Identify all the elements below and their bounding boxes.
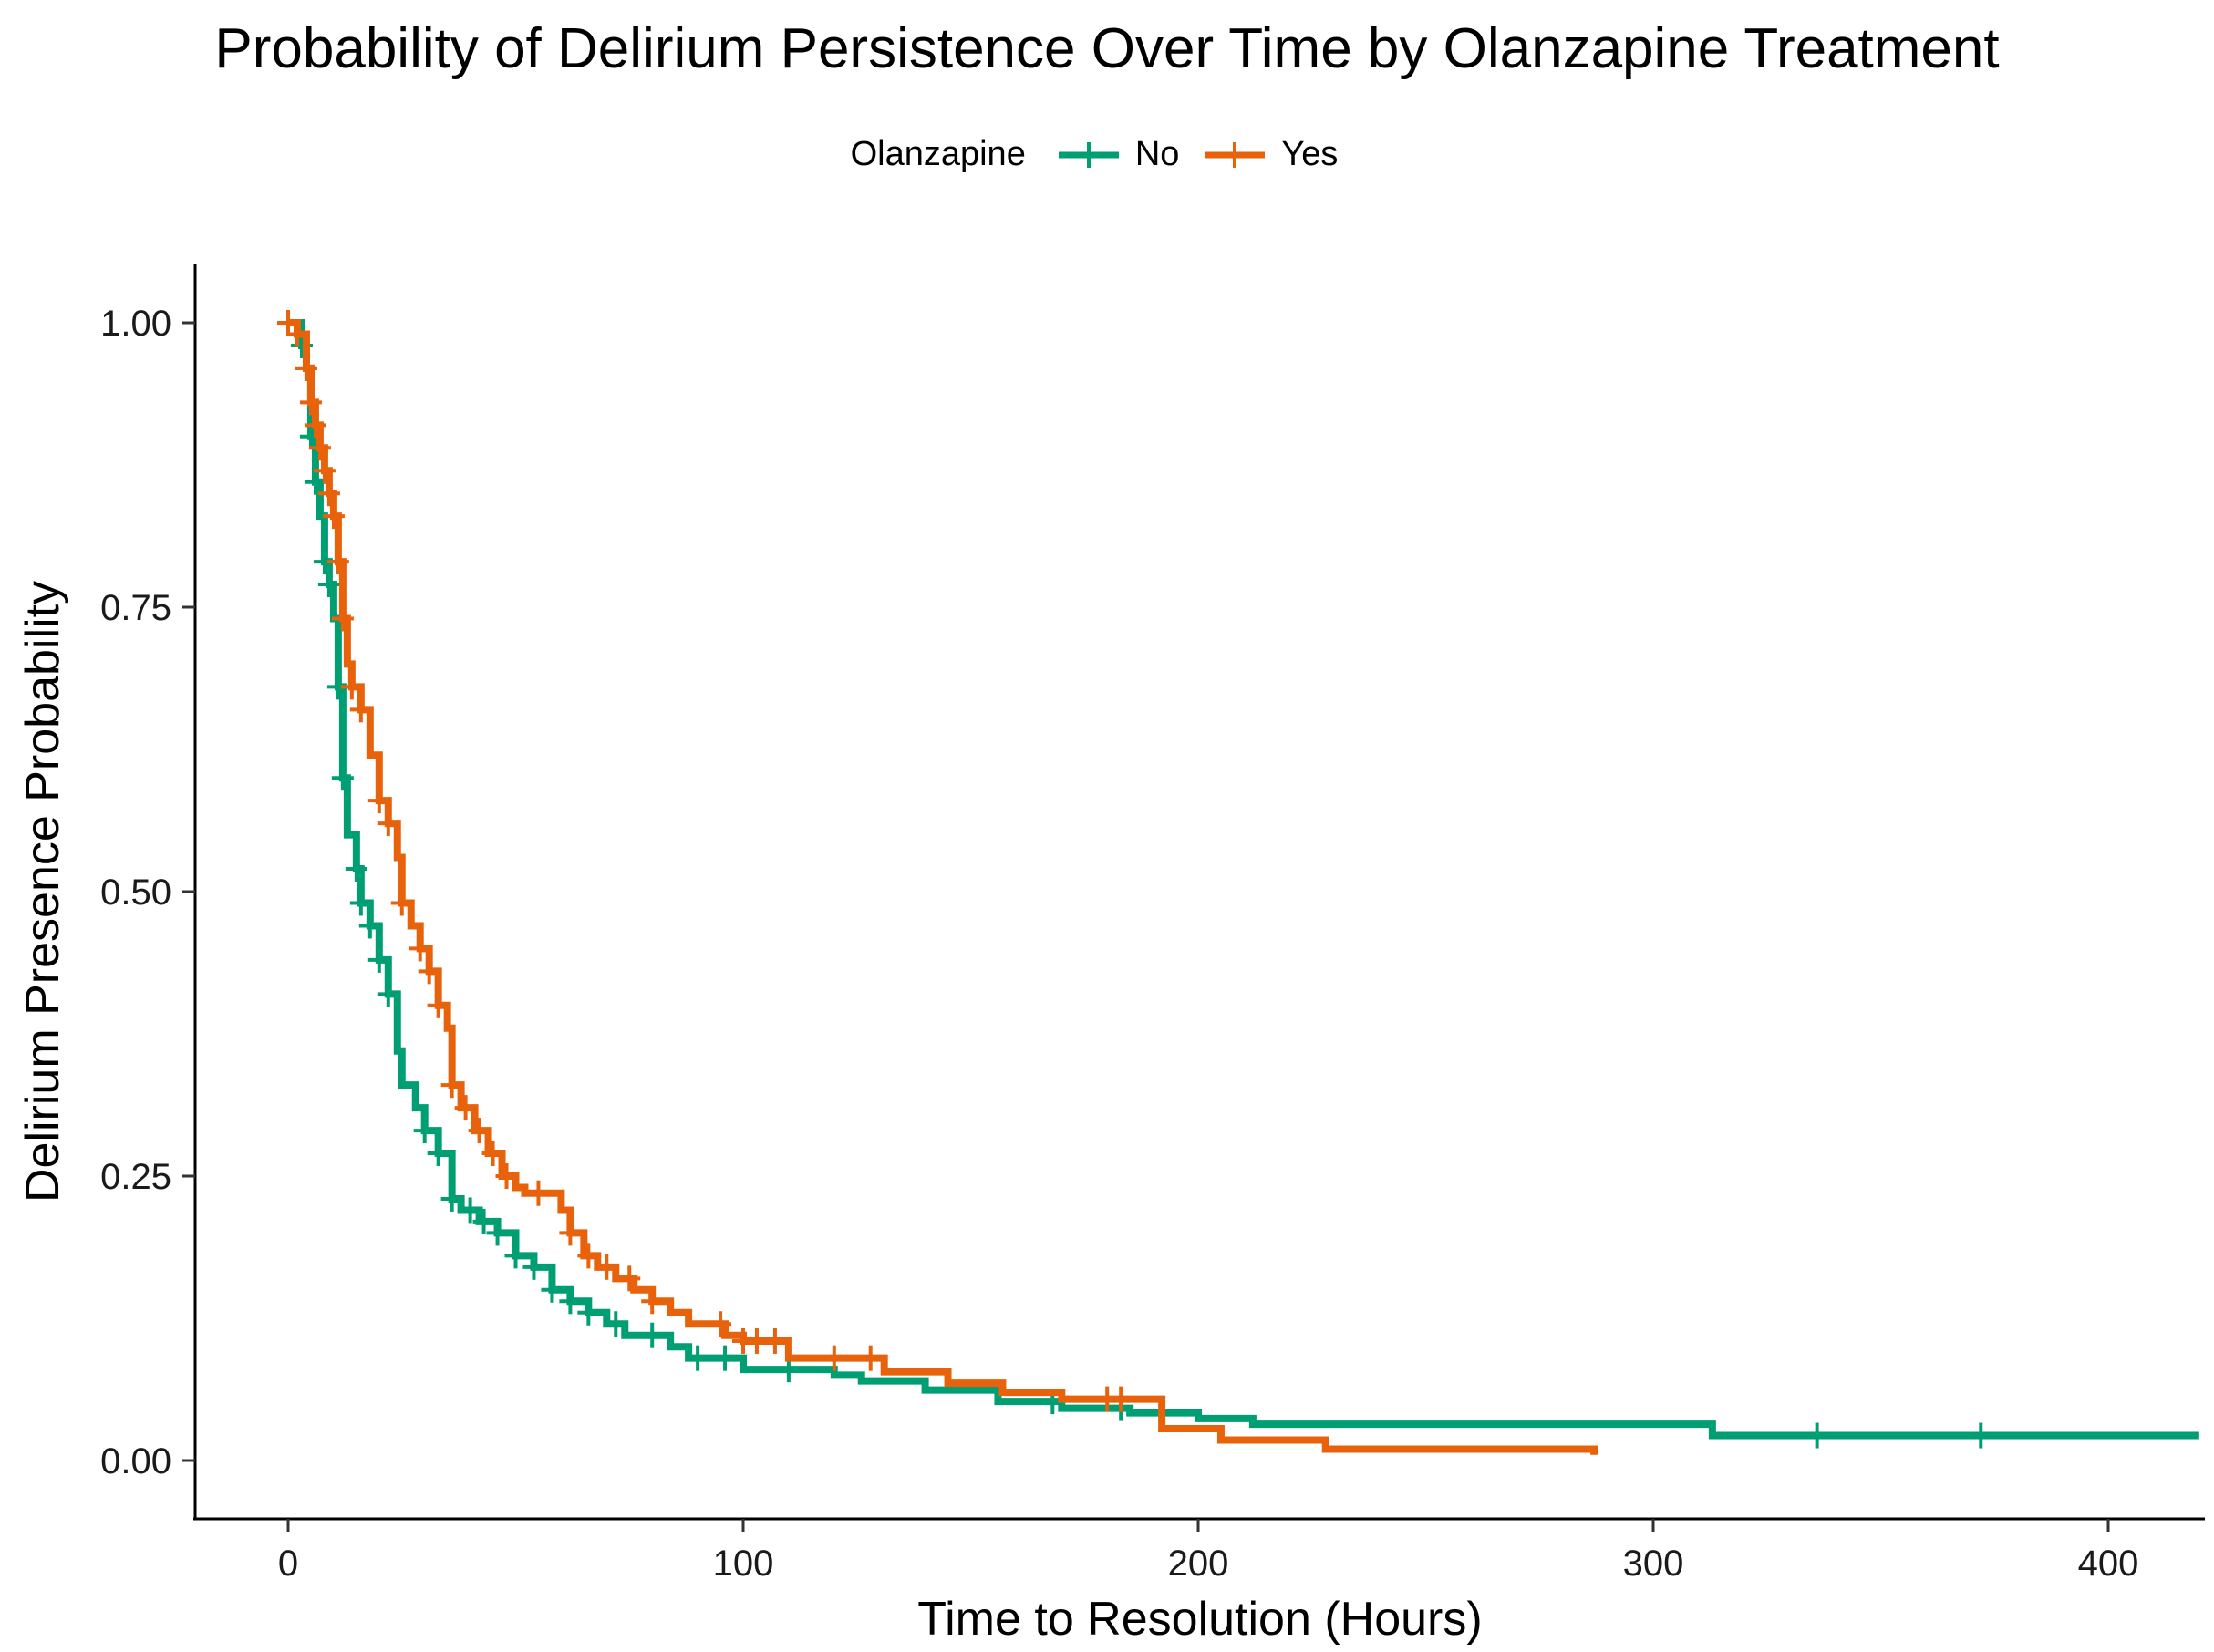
- legend-item-no: No: [1058, 135, 1180, 174]
- axes-group: [193, 264, 2205, 1521]
- x-tick-label-300: 300: [1623, 1544, 1684, 1584]
- legend-key-yes: [1205, 141, 1266, 168]
- x-tick-label-200: 200: [1168, 1544, 1229, 1584]
- x-tick-label-100: 100: [713, 1544, 774, 1584]
- x-tick-label-0: 0: [278, 1544, 298, 1584]
- legend-key-no: [1058, 141, 1119, 168]
- y-tick-label-0.5: 0.50: [100, 872, 171, 913]
- y-tick-label-1: 1.00: [100, 304, 171, 344]
- legend: Olanzapine No Yes: [0, 135, 2214, 174]
- y-tick-label-0.25: 0.25: [100, 1157, 171, 1197]
- x-tick-label-400: 400: [2078, 1544, 2139, 1584]
- y-tick-label-0.75: 0.75: [100, 588, 171, 628]
- legend-title: Olanzapine: [850, 135, 1026, 173]
- x-axis-title: Time to Resolution (Hours): [917, 1593, 1482, 1646]
- curves-group: [277, 310, 2199, 1455]
- km-curve-yes: [288, 319, 1598, 1455]
- legend-label-no: No: [1134, 135, 1180, 173]
- chart-title: Probability of Delirium Persistence Over…: [214, 17, 2000, 80]
- y-axis-title: Delirium Presence Probability: [16, 581, 69, 1203]
- y-tick-label-0: 0.00: [100, 1441, 171, 1482]
- legend-item-yes: Yes: [1205, 135, 1338, 174]
- ticks-group: 0 100 200 300 400 0.00 0.25 0.50 0.75 1.00: [100, 304, 2138, 1584]
- legend-label-yes: Yes: [1281, 135, 1339, 173]
- km-curve-no: [288, 319, 2199, 1440]
